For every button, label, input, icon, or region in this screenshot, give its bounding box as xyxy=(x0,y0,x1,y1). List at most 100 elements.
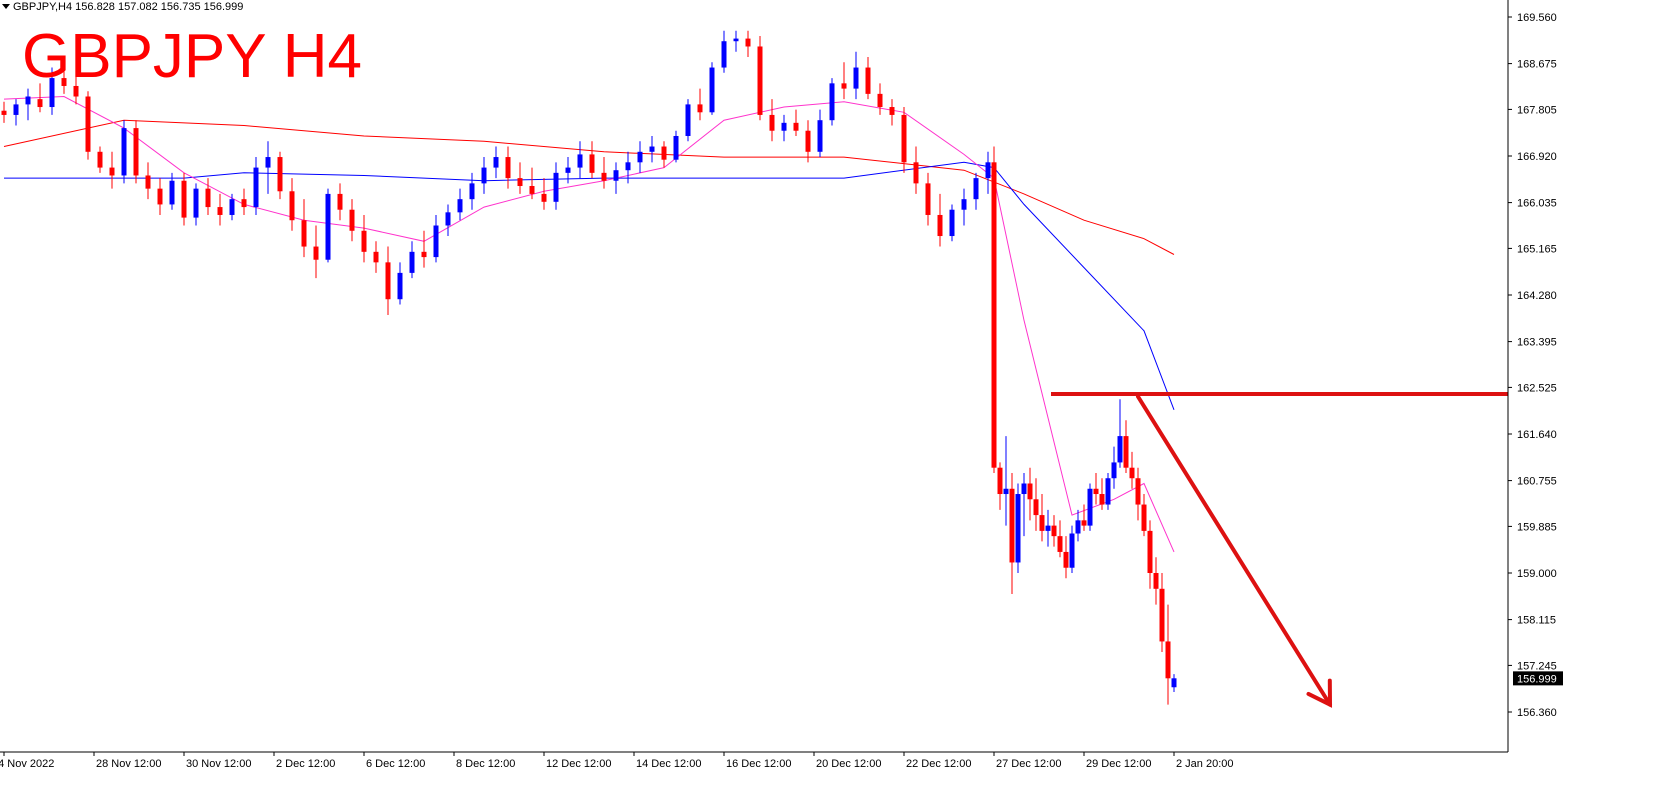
time-tick-label: 29 Dec 12:00 xyxy=(1086,758,1151,770)
candle xyxy=(757,35,763,121)
candle-body xyxy=(541,193,547,202)
candle xyxy=(961,188,967,226)
candle xyxy=(469,172,475,210)
candle xyxy=(1087,483,1093,531)
annotations xyxy=(1051,391,1508,708)
candle-body xyxy=(1075,520,1081,534)
candle-body xyxy=(613,170,619,181)
candle-body xyxy=(829,83,835,121)
time-tick-label: 24 Nov 2022 xyxy=(0,758,54,770)
candle xyxy=(817,109,823,158)
candle-body xyxy=(757,46,763,115)
price-tick-label: 159.000 xyxy=(1517,568,1557,580)
candlesticks xyxy=(1,30,1177,705)
candle-body xyxy=(697,104,703,113)
candle-body xyxy=(445,212,451,226)
candle xyxy=(1033,478,1039,531)
candle-body xyxy=(1063,551,1069,568)
candle-body xyxy=(649,146,655,152)
candle xyxy=(613,162,619,194)
candle xyxy=(1105,472,1111,510)
candle-body xyxy=(373,251,379,263)
candle-body xyxy=(865,67,871,94)
candle xyxy=(577,141,583,179)
candle xyxy=(1135,467,1141,521)
candle xyxy=(649,135,655,163)
time-tick-label: 2 Jan 20:00 xyxy=(1176,758,1234,770)
candle-body xyxy=(637,151,643,163)
candle xyxy=(1117,399,1123,468)
candle xyxy=(277,151,283,200)
collapse-triangle-icon[interactable] xyxy=(2,4,10,10)
candle-body xyxy=(709,67,715,113)
candle xyxy=(229,193,235,221)
candle-body xyxy=(1,110,7,115)
candle xyxy=(769,99,775,142)
candle-body xyxy=(1069,533,1075,568)
moving-averages xyxy=(3,95,1175,553)
chart-title: GBPJPY H4 xyxy=(22,22,363,91)
candle-body xyxy=(913,162,919,184)
candle-body xyxy=(1111,462,1117,479)
candle-body xyxy=(1027,483,1033,500)
candle-body xyxy=(277,157,283,192)
trend-arrow-head xyxy=(1306,678,1333,708)
candle xyxy=(145,162,151,200)
candle xyxy=(493,146,499,179)
candle xyxy=(1075,509,1081,542)
candle xyxy=(565,157,571,184)
candle xyxy=(133,120,139,184)
candle-body xyxy=(493,157,499,168)
candle-body xyxy=(1093,488,1099,495)
candle-body xyxy=(133,128,139,176)
candle xyxy=(1165,604,1171,705)
time-tick-label: 30 Nov 12:00 xyxy=(186,758,251,770)
candle-body xyxy=(949,209,955,237)
candle xyxy=(1057,520,1063,558)
candle xyxy=(1021,472,1027,537)
candle xyxy=(1171,674,1177,692)
candle xyxy=(625,151,631,184)
ma-fast-line xyxy=(3,95,1175,553)
candle-body xyxy=(49,78,55,108)
candle xyxy=(901,107,907,173)
price-tick-label: 166.920 xyxy=(1517,151,1557,163)
candle-body xyxy=(301,220,307,247)
time-tick-label: 22 Dec 12:00 xyxy=(906,758,971,770)
price-tick-label: 164.280 xyxy=(1517,290,1557,302)
candle-body xyxy=(985,162,991,179)
candle xyxy=(721,30,727,73)
candle xyxy=(1099,478,1105,510)
candle-body xyxy=(1153,573,1159,589)
price-tick-label: 160.755 xyxy=(1517,476,1557,488)
candle-body xyxy=(817,120,823,152)
candle xyxy=(865,57,871,100)
candle xyxy=(985,151,991,194)
candle xyxy=(1009,472,1015,595)
candle-body xyxy=(157,188,163,205)
candle-body xyxy=(793,122,799,131)
candle xyxy=(1129,451,1135,489)
candle xyxy=(991,146,997,473)
candle-body xyxy=(241,199,247,208)
candle xyxy=(97,146,103,173)
candle-body xyxy=(289,191,295,221)
candle xyxy=(121,120,127,184)
candle-body xyxy=(1165,641,1171,679)
candle xyxy=(733,30,739,52)
candle-body xyxy=(1135,478,1141,505)
candle-body xyxy=(1123,436,1129,468)
candle-body xyxy=(1009,488,1015,563)
ma-mid-line xyxy=(4,161,1175,410)
candle xyxy=(1003,436,1009,526)
candle-body xyxy=(1129,467,1135,479)
candle-body xyxy=(1147,530,1153,573)
price-tick-label: 156.360 xyxy=(1517,707,1557,719)
candle xyxy=(61,62,67,94)
candle-body xyxy=(361,230,367,252)
candle xyxy=(289,178,295,231)
candle-body xyxy=(577,154,583,168)
symbol-info-bar: GBPJPY,H4 156.828 157.082 156.735 156.99… xyxy=(0,0,243,14)
symbol-ohlc-text: GBPJPY,H4 156.828 157.082 156.735 156.99… xyxy=(13,1,244,13)
